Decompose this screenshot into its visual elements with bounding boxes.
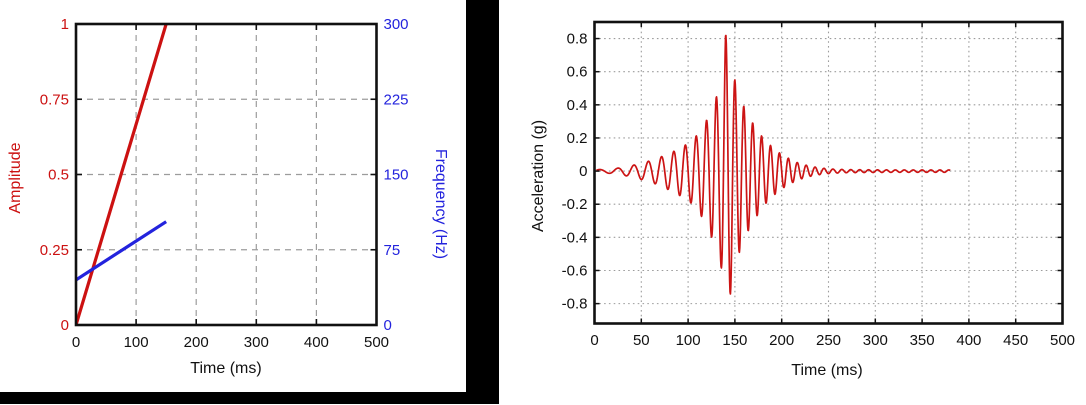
acceleration-tick-label: 0.4 [567,97,588,114]
amplitude-ramp-line [76,24,168,325]
acceleration-time-tick-label: 50 [633,332,650,349]
acceleration-chart-panel: 0.8 0.6 0.4 0.2 0 -0.2 -0.4 -0.6 -0.8 0 50 100 150 20… [499,0,1086,405]
acceleration-waveform-line [595,34,951,295]
acceleration-chart-plot: 0.8 0.6 0.4 0.2 0 -0.2 -0.4 -0.6 -0.8 0 50 100 150 20… [562,20,1075,349]
acceleration-axis-title: Acceleration (g) [530,119,547,233]
acceleration-time-tick-label: 300 [863,332,888,349]
acceleration-time-tick-label: 0 [590,332,598,349]
sweep-chart-amplitude-axis-title: Amplitude [7,142,24,214]
acceleration-tick-label: -0.2 [562,196,588,213]
sweep-time-tick-label: 400 [304,334,329,351]
sweep-time-tick-label: 200 [184,334,209,351]
acceleration-time-tick-label: 350 [910,332,935,349]
acceleration-tick-label: 0.6 [567,64,588,81]
sweep-time-tick-label: 100 [124,334,149,351]
sweep-chart-series [76,24,168,325]
acceleration-chart-time-axis-title: Time (ms) [791,362,863,379]
frequency-tick-label: 150 [384,167,409,184]
amplitude-tick-label: 0.5 [48,167,69,184]
acceleration-time-tick-label: 400 [956,332,981,349]
acceleration-tick-label: 0 [579,163,587,180]
acceleration-chart-gridlines [594,22,1063,324]
acceleration-tick-label: -0.6 [562,262,588,279]
acceleration-time-tick-label: 500 [1050,332,1075,349]
acceleration-tick-label: -0.8 [562,296,588,313]
acceleration-time-tick-label: 450 [1003,332,1028,349]
frequency-tick-label: 300 [384,16,409,33]
acceleration-time-tick-label: 250 [816,332,841,349]
frequency-tick-label: 225 [384,91,409,108]
frequency-tick-label: 0 [384,317,392,334]
sweep-time-tick-label: 0 [72,334,80,351]
sweep-time-tick-label: 300 [244,334,269,351]
sweep-time-tick-label: 500 [364,334,389,351]
acceleration-tick-label: 0.2 [567,130,588,147]
frequency-tick-label: 75 [384,242,401,259]
acceleration-tick-label: 0.8 [567,31,588,48]
sweep-chart-time-axis-title: Time (ms) [190,360,262,377]
amplitude-tick-label: 0.25 [40,242,69,259]
sweep-chart-tick-labels: 0 0.25 0.5 0.75 1 0 75 150 225 300 0 100 200 300 400 50… [40,16,409,351]
acceleration-time-tick-label: 200 [769,332,794,349]
acceleration-chart-tick-labels: 0.8 0.6 0.4 0.2 0 -0.2 -0.4 -0.6 -0.8 0 50 100 150 20… [562,31,1075,349]
sweep-chart-tick-marks [75,23,378,326]
amplitude-tick-label: 0.75 [40,91,69,108]
left-panel-black-backing: 0 0.25 0.5 0.75 1 0 75 150 225 300 0 100 200 300 400 50… [0,0,499,404]
amplitude-tick-label: 1 [61,16,69,33]
sweep-chart-frequency-axis-title: Frequency (Hz) [432,148,449,260]
acceleration-tick-label: -0.4 [562,229,588,246]
acceleration-time-tick-label: 150 [722,332,747,349]
acceleration-chart-tick-marks [593,22,1064,324]
sweep-chart-plot: 0 0.25 0.5 0.75 1 0 75 150 225 300 0 100 200 300 400 50… [40,16,409,351]
sweep-chart-panel: 0 0.25 0.5 0.75 1 0 75 150 225 300 0 100 200 300 400 50… [0,0,466,392]
acceleration-time-tick-label: 100 [676,332,701,349]
amplitude-tick-label: 0 [61,317,69,334]
frequency-ramp-line [76,220,168,282]
